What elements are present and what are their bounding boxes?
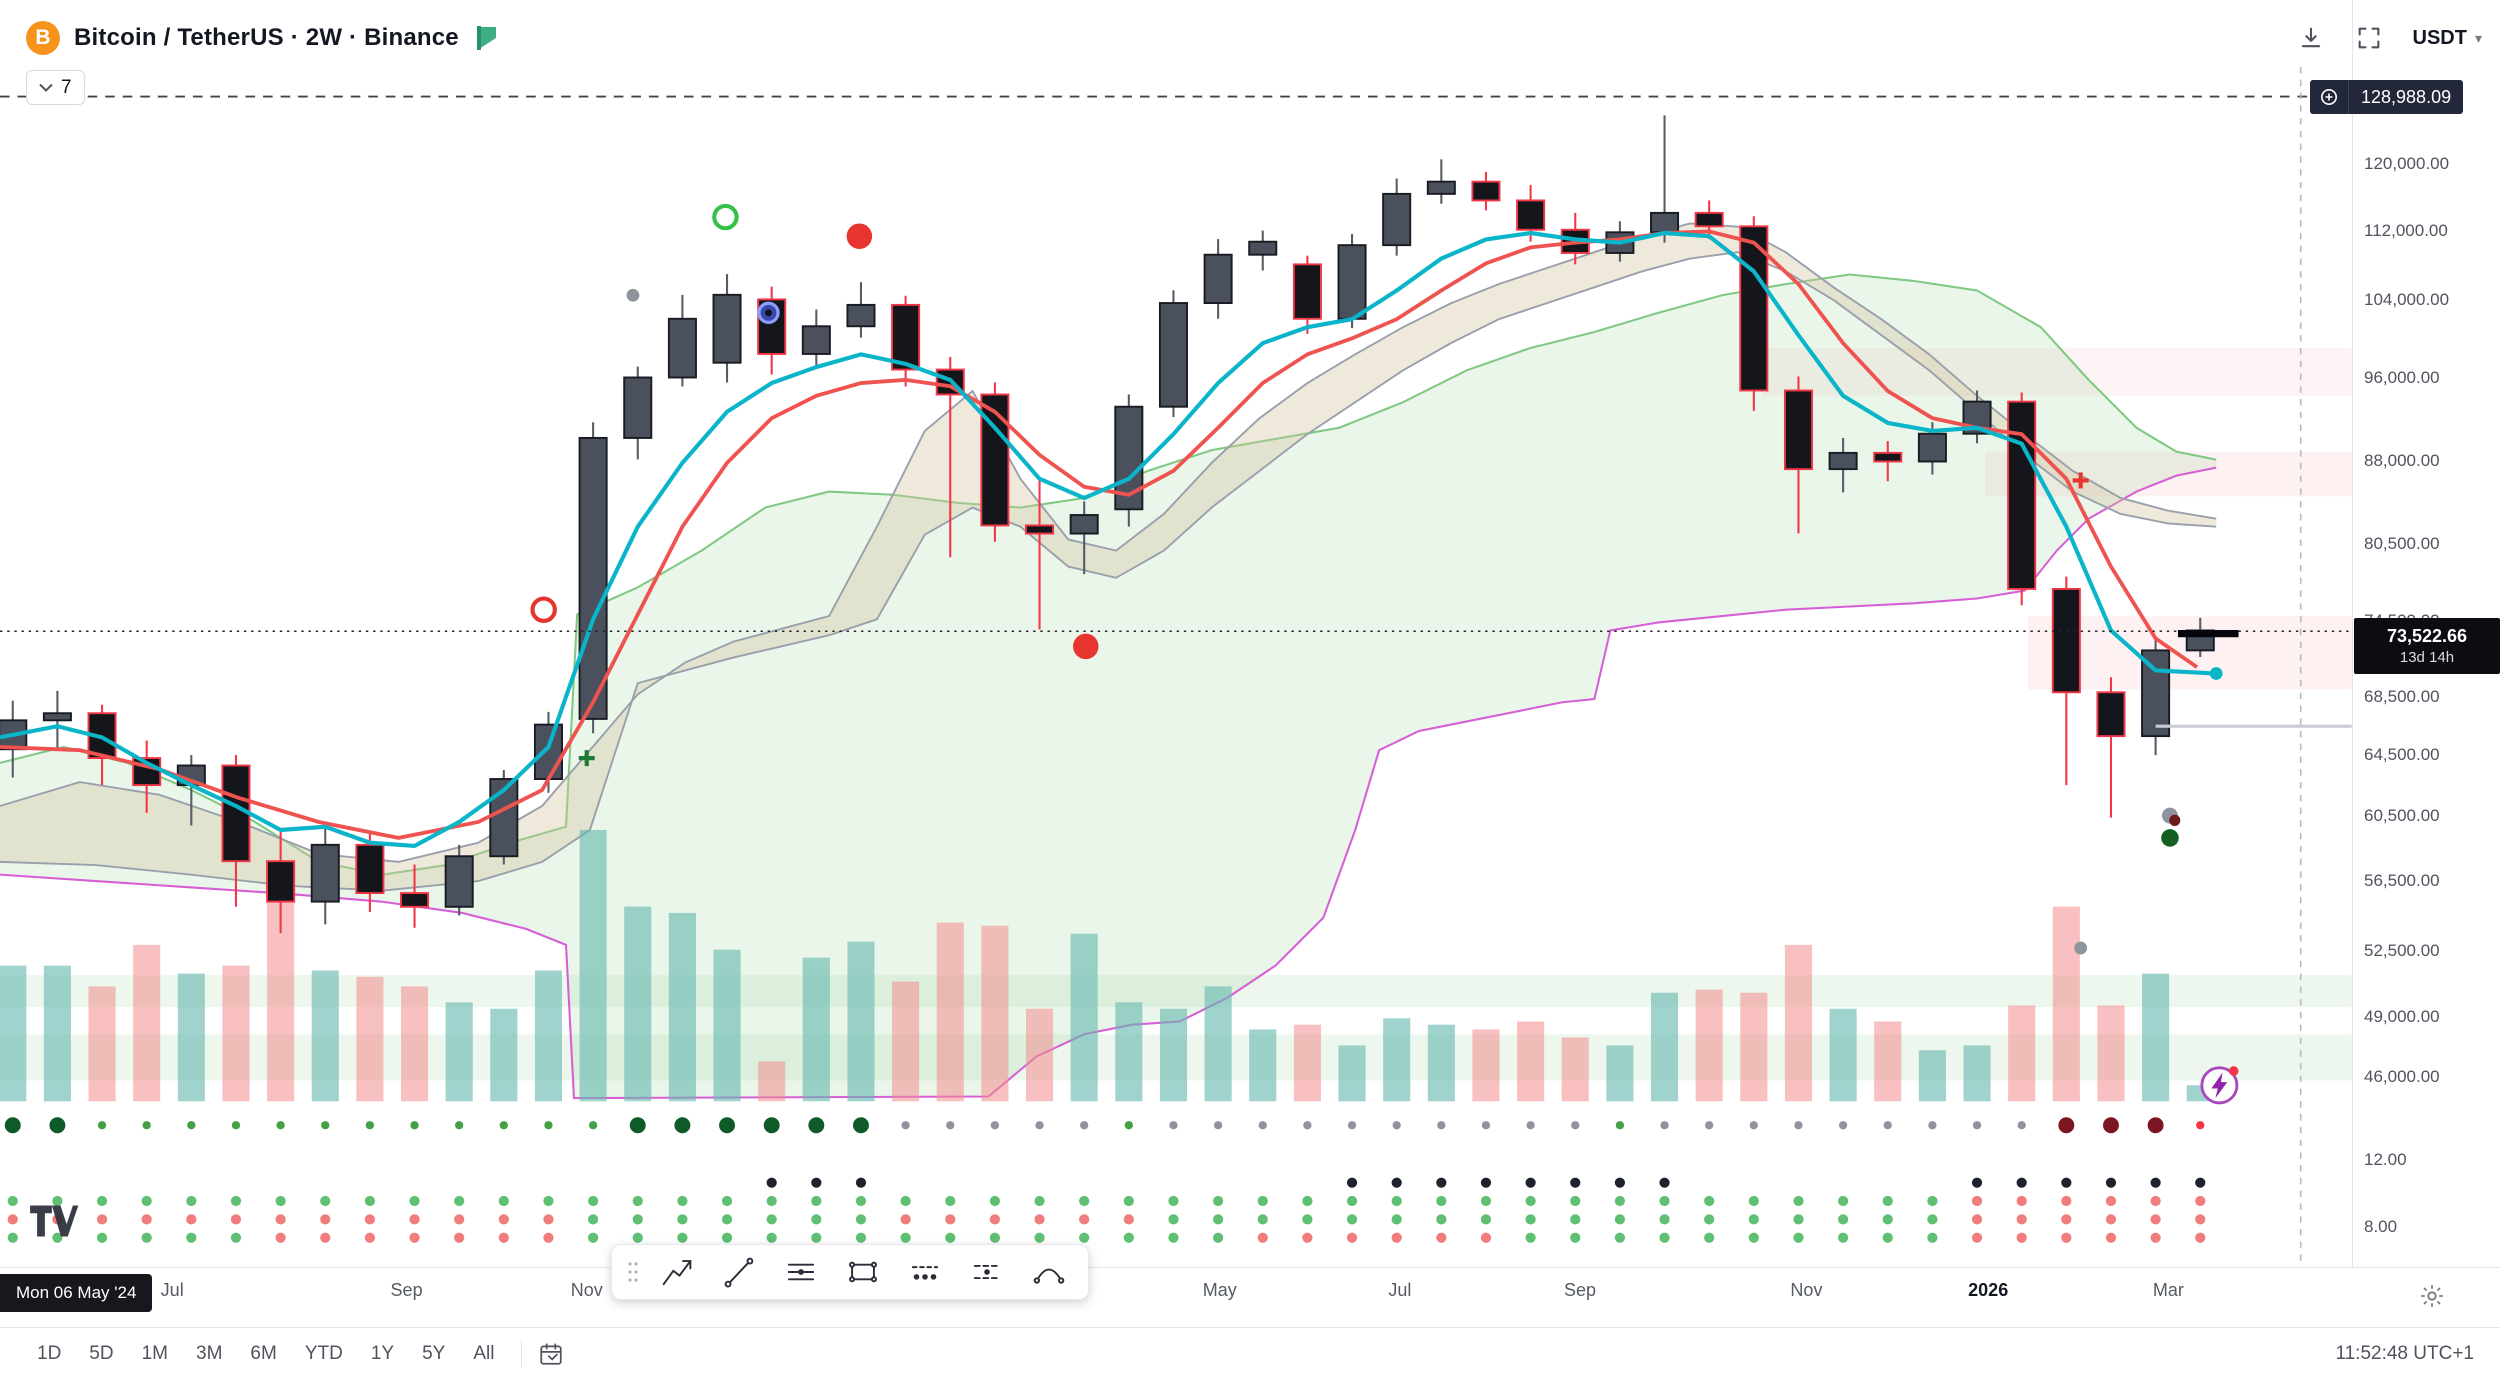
drawing-toolbar (611, 1244, 1089, 1300)
price-axis-label: 46,000.00 (2364, 1067, 2440, 1087)
trend-arrow-tool-icon[interactable] (646, 1249, 708, 1295)
last-price-value: 73,522.66 (2386, 626, 2468, 646)
range-1m-button[interactable]: 1M (131, 1337, 179, 1371)
divider (521, 1340, 523, 1367)
indicator-tree-toggle[interactable]: 7 (26, 70, 85, 105)
price-axis-label: 80,500.00 (2364, 534, 2440, 554)
curve-tool-icon[interactable] (1018, 1249, 1080, 1295)
dashed-ray-tool-icon[interactable] (894, 1249, 956, 1295)
range-1d-button[interactable]: 1D (26, 1337, 72, 1371)
price-axis-label: 8.00 (2364, 1217, 2398, 1237)
time-axis-label: May (1202, 1280, 1237, 1300)
time-axis-label: Sep (1564, 1280, 1597, 1300)
alert-price-badge[interactable]: 128,988.09 (2310, 80, 2464, 114)
flag-icon[interactable] (475, 26, 497, 50)
tradingview-logo[interactable] (27, 1199, 83, 1248)
range-5d-button[interactable]: 5D (78, 1337, 124, 1371)
range-1y-button[interactable]: 1Y (360, 1337, 405, 1371)
boost-lightning-icon[interactable] (2200, 1066, 2239, 1105)
time-axis-label: Sep (390, 1280, 423, 1300)
time-axis-label: 2026 (1968, 1280, 2009, 1300)
range-5y-button[interactable]: 5Y (411, 1337, 456, 1371)
price-axis-label: 64,500.00 (2364, 744, 2440, 764)
range-all-button[interactable]: All (462, 1337, 505, 1371)
markers-layer (530, 203, 2181, 955)
range-6m-button[interactable]: 6M (239, 1337, 287, 1371)
bitcoin-logo: B (26, 21, 60, 55)
bottom-toolbar: 1D 5D 1M 3M 6M YTD 1Y 5Y All 11:52:48 UTC+1 (0, 1327, 2500, 1379)
ma-teal-line (0, 230, 2217, 849)
currency-selector[interactable]: USDT ▾ (2413, 27, 2482, 50)
chart-header: B Bitcoin / TetherUS · 2W · Binance (26, 14, 497, 62)
alert-price-value: 128,988.09 (2361, 86, 2452, 107)
chevron-down-icon (39, 83, 53, 92)
price-axis-label: 52,500.00 (2364, 941, 2440, 961)
time-axis-label: Mar (2152, 1280, 2184, 1300)
signal-dots-row (4, 1117, 2205, 1134)
toolbar-drag-handle-icon[interactable] (620, 1255, 646, 1289)
range-3m-button[interactable]: 3M (185, 1337, 233, 1371)
time-axis[interactable]: Jul Sep Nov May Jul Sep Nov 2026 Mar Mon 06 May … (0, 1267, 2500, 1328)
ma-red-line (0, 229, 2199, 840)
axis-settings-gear-icon[interactable] (2418, 1282, 2446, 1310)
currency-label: USDT (2412, 26, 2467, 49)
price-axis-label: 68,500.00 (2364, 687, 2440, 707)
time-axis-label: Nov (570, 1280, 603, 1300)
symbol-title[interactable]: Bitcoin / TetherUS · 2W · Binance (74, 24, 459, 51)
price-axis-label: 112,000.00 (2364, 221, 2448, 241)
tan-cloud (0, 223, 2217, 891)
fullscreen-icon[interactable] (2355, 24, 2383, 52)
range-buttons: 1D 5D 1M 3M 6M YTD 1Y 5Y All (26, 1337, 505, 1371)
price-axis-label: 56,500.00 (2364, 871, 2440, 891)
clock: 11:52:48 UTC+1 (2335, 1342, 2474, 1364)
price-axis-label: 60,500.00 (2364, 805, 2440, 825)
indicator-count: 7 (61, 76, 72, 98)
crosshair-date-tooltip: Mon 06 May '24 (0, 1274, 153, 1312)
price-axis-label: 49,000.00 (2364, 1006, 2440, 1026)
green-cloud (0, 274, 2217, 1099)
chevron-down-icon: ▾ (2474, 29, 2482, 46)
level-lines-layer (0, 67, 2352, 1266)
price-axis-label: 120,000.00 (2364, 154, 2450, 174)
parallel-lines-tool-icon[interactable] (770, 1249, 832, 1295)
time-axis-label: Jul (160, 1280, 184, 1300)
bar-countdown: 13d 14h (2399, 649, 2455, 666)
time-axis-label: Nov (1790, 1280, 1823, 1300)
price-axis-label: 104,000.00 (2364, 290, 2450, 310)
dashed-levels-tool-icon[interactable] (956, 1249, 1018, 1295)
range-ytd-button[interactable]: YTD (294, 1337, 354, 1371)
last-price-badge: 73,522.66 13d 14h (2354, 618, 2500, 674)
time-axis-label: Jul (1388, 1280, 1412, 1300)
rectangle-tool-icon[interactable] (832, 1249, 894, 1295)
price-axis-label: 88,000.00 (2364, 451, 2440, 471)
add-alert-icon[interactable] (2310, 80, 2349, 114)
go-to-date-icon[interactable] (538, 1341, 564, 1367)
price-axis-label: 96,000.00 (2364, 368, 2440, 388)
header-right-controls: USDT ▾ (2297, 14, 2482, 62)
volume-layer (0, 829, 2214, 1102)
trend-line-tool-icon[interactable] (708, 1249, 770, 1295)
price-axis-label: 12.00 (2364, 1150, 2407, 1170)
indicator-dot-matrix (7, 1177, 2206, 1243)
download-icon[interactable] (2297, 24, 2325, 52)
